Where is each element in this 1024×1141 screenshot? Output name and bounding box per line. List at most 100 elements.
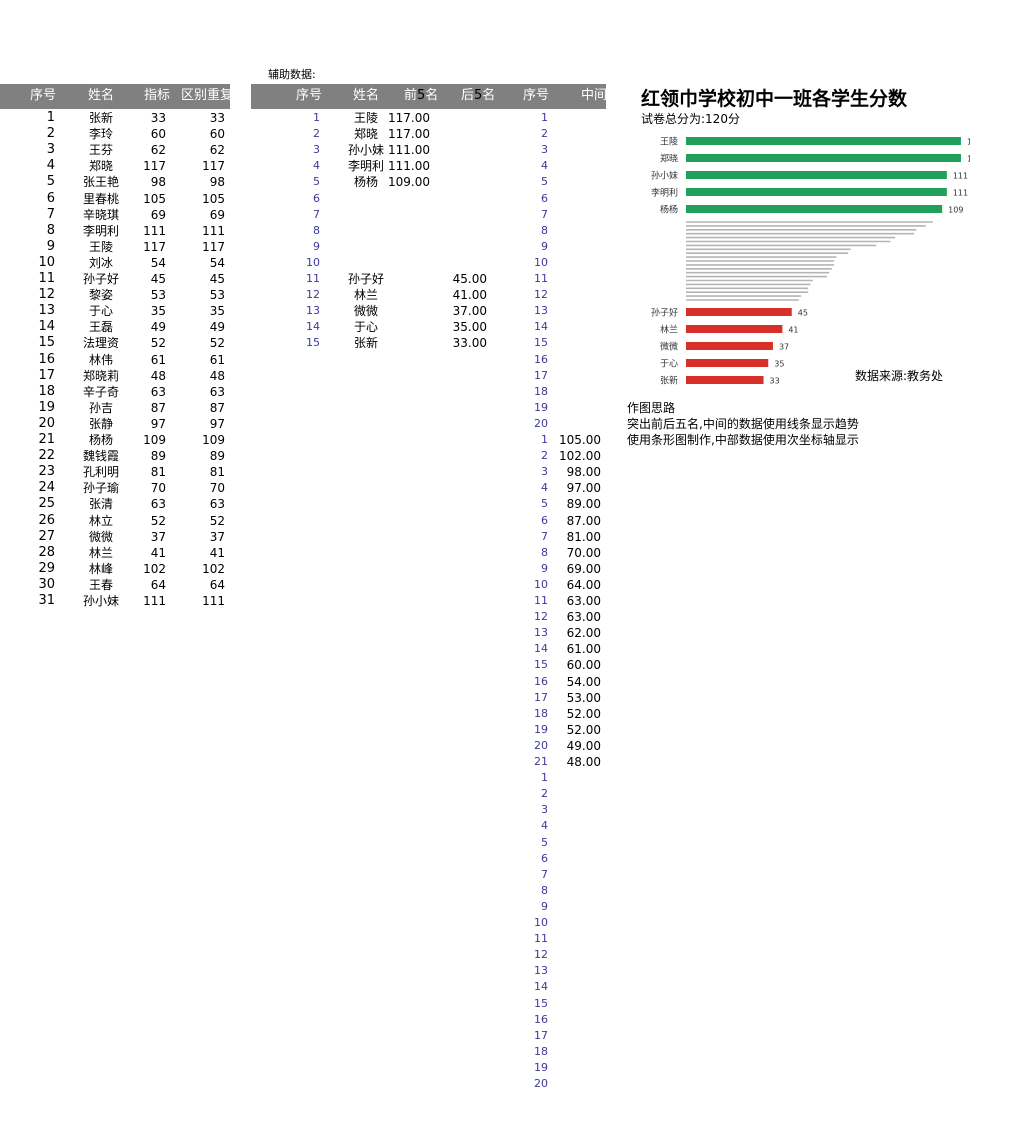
notes-line-1: 突出前后五名,中间的数据使用线条显示趋势 (627, 417, 859, 431)
main-cell-seq: 13 (38, 303, 55, 319)
aux-cell-middle: 60.00 (566, 658, 601, 673)
aux-cell-seq: 11 (306, 272, 320, 285)
aux-header-top5: 前5名 (404, 88, 439, 103)
main-cell-index: 61 (150, 352, 166, 367)
notes-heading: 作图思路 (627, 401, 676, 415)
aux-cell-seq2: 9 (541, 239, 548, 253)
main-cell-name: 孔利明 (82, 465, 119, 480)
main-cell-dedup: 52 (209, 336, 225, 351)
aux-cell-top5: 111.00 (388, 143, 430, 158)
top5-bar (686, 171, 947, 179)
main-cell-index: 117 (143, 239, 166, 254)
main-cell-name: 魏钱霞 (82, 449, 119, 464)
main-cell-index: 63 (150, 497, 166, 512)
aux-cell-name: 王陵 (353, 111, 378, 125)
aux-cell-seq: 10 (306, 255, 320, 269)
main-cell-name: 王陵 (88, 239, 113, 254)
aux-cell-seq2: 15 (534, 996, 548, 1010)
aux-cell-seq2: 1 (541, 433, 548, 446)
aux-cell-seq2: 12 (534, 948, 548, 962)
main-cell-dedup: 98 (209, 175, 225, 190)
aux-cell-seq2: 3 (541, 803, 548, 817)
aux-cell-name: 孙子好 (347, 272, 384, 286)
aux-cell-seq2: 14 (534, 642, 548, 656)
main-cell-seq: 21 (38, 432, 55, 447)
main-cell-dedup: 81 (209, 465, 225, 480)
main-cell-index: 102 (143, 561, 166, 576)
bottom5-category-label: 于心 (660, 359, 678, 370)
aux-cell-seq2: 16 (534, 352, 548, 366)
aux-cell-middle: 81.00 (566, 529, 601, 544)
main-table-header (0, 84, 230, 109)
main-cell-seq: 14 (38, 319, 55, 335)
main-cell-name: 于心 (88, 304, 113, 319)
aux-cell-seq2: 20 (534, 1077, 548, 1090)
aux-cell-seq2: 1 (541, 111, 548, 124)
aux-cell-middle: 52.00 (566, 722, 601, 737)
main-header-index: 指标 (144, 88, 171, 103)
main-cell-seq: 5 (46, 174, 55, 190)
main-cell-index: 63 (150, 384, 166, 399)
main-cell-name: 王芬 (88, 143, 113, 158)
main-cell-seq: 17 (38, 367, 55, 383)
aux-cell-seq2: 7 (541, 867, 548, 881)
aux-cell-bottom5: 33.00 (452, 336, 487, 351)
main-cell-seq: 7 (46, 206, 55, 222)
main-cell-seq: 19 (38, 399, 55, 415)
aux-cell-seq2: 4 (541, 159, 548, 173)
main-cell-dedup: 48 (209, 368, 225, 383)
main-cell-dedup: 117 (202, 239, 225, 254)
aux-cell-seq2: 17 (534, 368, 548, 382)
main-cell-name: 杨杨 (88, 433, 113, 447)
main-cell-name: 王磊 (88, 320, 113, 335)
aux-cell-seq2: 7 (541, 207, 548, 221)
aux-cell-name: 郑晓 (353, 127, 378, 142)
bottom5-category-label: 微微 (660, 341, 678, 353)
main-cell-dedup: 117 (202, 159, 225, 174)
main-cell-name: 林立 (88, 513, 113, 528)
top5-bar (686, 205, 943, 213)
bottom5-bar (686, 359, 769, 367)
aux-cell-middle: 48.00 (566, 755, 601, 769)
main-cell-index: 98 (150, 175, 166, 190)
main-cell-seq: 1 (46, 110, 55, 125)
main-cell-seq: 2 (46, 126, 55, 142)
main-cell-name: 辛晓琪 (82, 207, 119, 222)
main-cell-seq: 23 (38, 464, 55, 480)
main-cell-index: 45 (150, 272, 166, 286)
aux-cell-bottom5: 45.00 (452, 272, 487, 286)
aux-cell-middle: 87.00 (566, 513, 601, 528)
main-cell-seq: 18 (38, 383, 55, 399)
aux-cell-middle: 53.00 (566, 690, 601, 705)
aux-cell-seq2: 15 (534, 658, 548, 672)
main-cell-dedup: 87 (209, 400, 225, 415)
main-cell-index: 52 (150, 336, 166, 351)
top5-category-label: 杨杨 (660, 204, 678, 216)
main-cell-seq: 12 (38, 287, 55, 303)
main-cell-dedup: 97 (209, 416, 225, 431)
main-cell-dedup: 64 (209, 577, 225, 592)
main-cell-index: 64 (150, 577, 166, 592)
bottom5-data-label: 37 (779, 343, 789, 352)
aux-header-name: 姓名 (353, 88, 380, 103)
main-cell-index: 54 (150, 255, 166, 270)
aux-cell-middle: 105.00 (559, 433, 601, 447)
aux-header-seq: 序号 (296, 88, 323, 103)
main-cell-dedup: 45 (209, 272, 225, 286)
main-cell-name: 王春 (88, 577, 113, 592)
aux-cell-seq2: 15 (534, 336, 548, 350)
aux-cell-seq2: 2 (541, 127, 548, 141)
aux-cell-name: 孙小妹 (347, 143, 384, 158)
main-cell-seq: 15 (38, 335, 55, 351)
aux-table-header (251, 84, 606, 109)
main-cell-seq: 20 (38, 415, 55, 431)
bar-chart: 王陵 117 郑晓 117 孙小妹 111 李明利 111 杨杨 109 孙子好 45 林兰 41 微微 37… (651, 137, 970, 387)
main-cell-seq: 30 (38, 576, 55, 592)
main-cell-dedup: 37 (209, 529, 225, 544)
top5-category-label: 孙小妹 (651, 170, 678, 182)
main-cell-seq: 24 (38, 480, 55, 496)
aux-cell-seq2: 2 (541, 787, 548, 801)
aux-data-label: 辅助数据: (268, 68, 316, 81)
main-cell-index: 60 (150, 127, 166, 142)
main-cell-name: 郑晓莉 (82, 368, 119, 383)
